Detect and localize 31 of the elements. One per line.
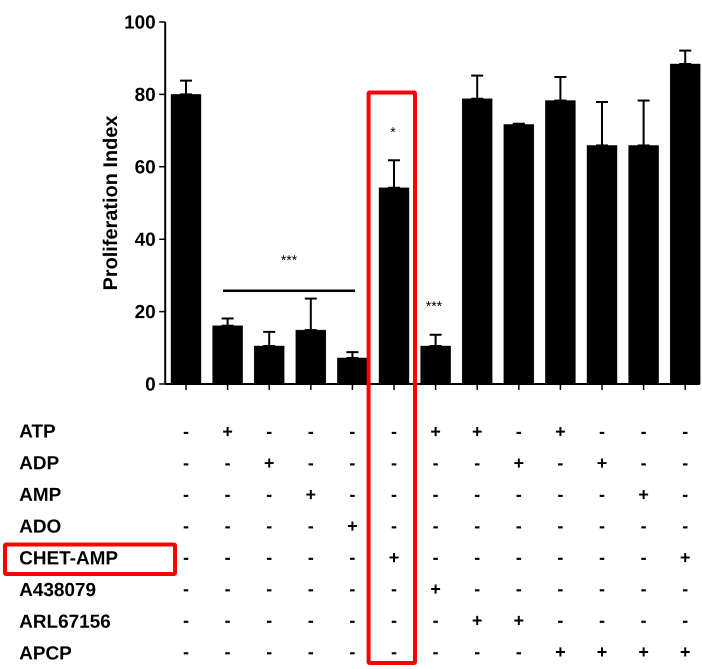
category-label: - + - - - - - + [598, 432, 607, 657]
y-axis-title: Proliferation Index [102, 116, 118, 290]
y-tick-label: 0 [146, 377, 155, 391]
y-tick-label: 40 [134, 232, 155, 246]
text: CHET-AMP [20, 551, 118, 565]
annotation: *** [281, 255, 297, 260]
text: ADP [20, 456, 58, 470]
y-tick-label: 20 [135, 304, 155, 318]
annotation: *** [426, 301, 442, 306]
text: ATP [20, 424, 55, 438]
text: ARL67156 [20, 614, 110, 628]
category-label: - - - - + - - - [390, 432, 399, 654]
category-label: + - - - - - - - [223, 427, 232, 654]
category-label: - - - + - - - - [348, 432, 357, 654]
y-tick-label: 60 [135, 160, 155, 174]
category-label: - - + - - - - + [639, 432, 648, 657]
y-tick-label: 80 [135, 88, 155, 102]
annotation: * [390, 127, 396, 132]
category-label: + - - - - - - + [556, 427, 565, 657]
category-label: + - - - - + - - [431, 427, 440, 654]
text: APCP [20, 646, 72, 660]
category-label: - + - - - - + - [514, 432, 524, 654]
category-label: + - - - - - + - [472, 427, 482, 654]
text: A438079 [20, 582, 96, 596]
category-label: - - - - + - - + [680, 432, 690, 657]
category-label: - - + - - - - - [306, 432, 316, 654]
text: ADO [20, 519, 60, 533]
text: AMP [20, 488, 61, 501]
y-tick-label: 100 [125, 15, 155, 29]
category-label: - + - - - - - - [264, 432, 274, 654]
category-label: - - - - - - - - [184, 432, 188, 654]
